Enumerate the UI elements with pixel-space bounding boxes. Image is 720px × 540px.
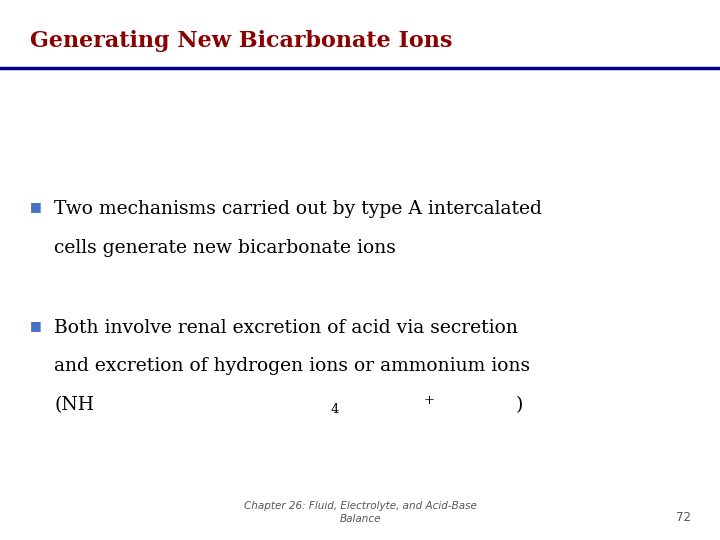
Text: (NH: (NH <box>54 396 94 414</box>
Text: Generating New Bicarbonate Ions: Generating New Bicarbonate Ions <box>30 30 453 52</box>
Text: cells generate new bicarbonate ions: cells generate new bicarbonate ions <box>54 239 396 256</box>
Text: and excretion of hydrogen ions or ammonium ions: and excretion of hydrogen ions or ammoni… <box>54 357 530 375</box>
Text: Chapter 26: Fluid, Electrolyte, and Acid-Base
Balance: Chapter 26: Fluid, Electrolyte, and Acid… <box>243 502 477 524</box>
Text: +: + <box>423 394 434 407</box>
Text: 4: 4 <box>331 403 339 416</box>
Text: Two mechanisms carried out by type A intercalated: Two mechanisms carried out by type A int… <box>54 200 542 218</box>
Text: ■: ■ <box>30 319 42 332</box>
Text: Both involve renal excretion of acid via secretion: Both involve renal excretion of acid via… <box>54 319 518 336</box>
Text: ■: ■ <box>30 200 42 213</box>
Text: 72: 72 <box>676 511 691 524</box>
Text: ): ) <box>516 396 523 414</box>
